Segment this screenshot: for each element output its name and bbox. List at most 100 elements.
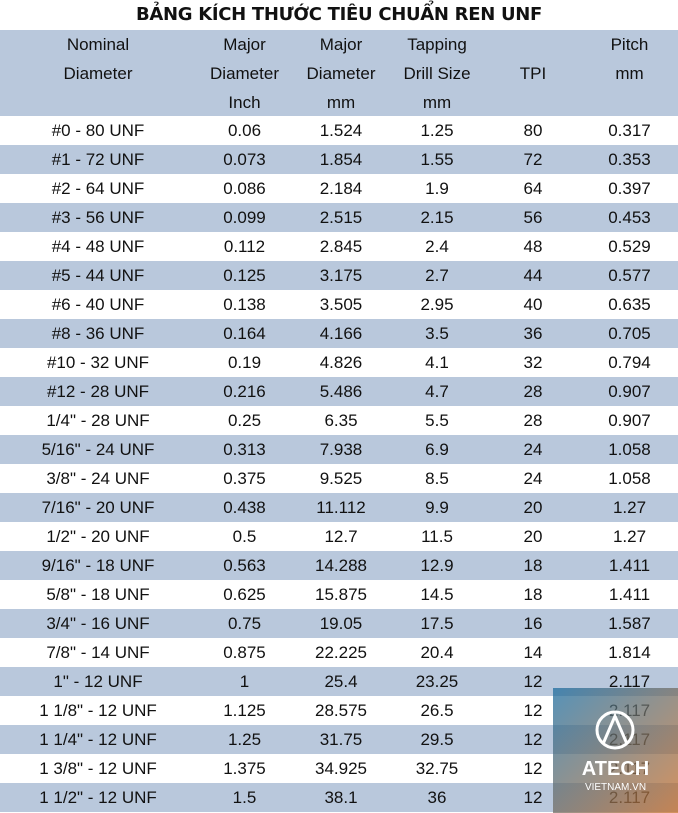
header-line: TPI: [519, 63, 547, 83]
table-cell: 1 1/2" - 12 UNF: [39, 788, 157, 807]
table-cell: 26.5: [420, 701, 454, 720]
table-cell: 12: [523, 730, 543, 749]
table-row: #1 - 72 UNF 0.073 1.854 1.55 72 0.353: [0, 145, 678, 174]
table-cell: 17.5: [420, 614, 454, 633]
table-cell: #1 - 72 UNF: [51, 150, 145, 169]
table-cell: #12 - 28 UNF: [46, 382, 150, 401]
table-row: 1/4" - 28 UNF 0.25 6.35 5.5 28 0.907: [0, 406, 678, 435]
header-cell: Major Diameter mm: [293, 30, 389, 116]
table-cell: 28: [523, 382, 543, 401]
table-cell: 36: [427, 788, 447, 807]
table-cell: 22.225: [315, 643, 367, 662]
table-cell: 0.577: [608, 266, 651, 285]
table-cell: 1.411: [608, 585, 651, 604]
table-cell: 34.925: [315, 759, 367, 778]
table-cell: 18: [523, 556, 543, 575]
table-cell: 20: [523, 498, 543, 517]
table-cell: #10 - 32 UNF: [46, 353, 150, 372]
table-cell: 4.1: [425, 353, 449, 372]
table-cell: 14.5: [420, 585, 454, 604]
table-row: #8 - 36 UNF 0.164 4.166 3.5 36 0.705: [0, 319, 678, 348]
table-cell: 44: [523, 266, 543, 285]
table-cell: 25.4: [324, 672, 358, 691]
table-body: #0 - 80 UNF 0.06 1.524 1.25 80 0.317 #1 - 72 U…: [0, 116, 678, 812]
header-line: Nominal: [66, 35, 130, 54]
table-cell: 12: [523, 701, 543, 720]
table-cell: 2.845: [319, 237, 363, 256]
table-cell: 0.25: [227, 411, 262, 430]
table-cell: 3.175: [319, 266, 363, 285]
watermark-logo: ATECH VIETNAM.VN: [553, 688, 678, 813]
table-cell: 2.7: [425, 266, 449, 285]
table-cell: 4.7: [425, 382, 449, 401]
table-cell: 1.125: [223, 701, 266, 720]
watermark-brand: ATECH: [581, 758, 650, 780]
table-cell: 3/8" - 24 UNF: [46, 469, 150, 488]
header-line: mm: [615, 64, 644, 83]
header-cell: Nominal Diameter: [0, 30, 196, 116]
table-cell: 12.7: [324, 527, 358, 546]
table-cell: 48: [523, 237, 543, 256]
table-cell: 0.875: [223, 643, 266, 662]
table-cell: 3.505: [319, 295, 363, 314]
table-cell: #2 - 64 UNF: [51, 179, 145, 198]
table-cell: 5/16" - 24 UNF: [41, 440, 155, 459]
table-cell: 1 1/4" - 12 UNF: [39, 730, 157, 749]
table-cell: 14: [523, 643, 543, 662]
table-cell: 9.9: [425, 498, 449, 517]
header-line: Diameter: [210, 64, 279, 83]
table-cell: 11.112: [316, 498, 366, 517]
table-cell: 1.27: [612, 527, 647, 546]
table-row: 5/16" - 24 UNF 0.313 7.938 6.9 24 1.058: [0, 435, 678, 464]
table-cell: 72: [523, 150, 543, 169]
table-cell: 12.9: [420, 556, 454, 575]
table-row: 7/8" - 14 UNF 0.875 22.225 20.4 14 1.814: [0, 638, 678, 667]
table-cell: 0.06: [227, 121, 262, 140]
table-cell: 29.5: [420, 730, 454, 749]
table-cell: 1.5: [232, 788, 257, 807]
table-cell: 0.073: [223, 150, 266, 169]
table-cell: 3.5: [425, 324, 449, 343]
table-cell: 0.625: [223, 585, 266, 604]
table-cell: 1: [239, 672, 250, 691]
header-cell: Tapping Drill Size mm: [389, 30, 485, 116]
table-cell: 1.375: [223, 759, 266, 778]
table-cell: #8 - 36 UNF: [51, 324, 145, 343]
table-cell: 64: [523, 179, 543, 198]
table-row: 7/16" - 20 UNF 0.438 11.112 9.9 20 1.27: [0, 493, 678, 522]
table-cell: 1/4" - 28 UNF: [46, 411, 150, 430]
table-cell: 4.166: [319, 324, 363, 343]
table-cell: 80: [523, 121, 543, 140]
table-cell: 2.4: [425, 237, 449, 256]
table-cell: 7/8" - 14 UNF: [46, 643, 150, 662]
table-cell: 6.35: [324, 411, 358, 430]
table-cell: 20.4: [420, 643, 454, 662]
table-cell: 1.524: [319, 121, 363, 140]
table-cell: #3 - 56 UNF: [51, 208, 145, 227]
table-cell: 0.112: [223, 237, 266, 256]
table-cell: 1/2" - 20 UNF: [46, 527, 150, 546]
table-cell: 32.75: [415, 759, 459, 778]
table-cell: 1.587: [608, 614, 651, 633]
table-cell: 1.25: [227, 730, 262, 749]
table-cell: 0.635: [608, 295, 651, 314]
table-cell: 18: [523, 585, 543, 604]
table-cell: 19.05: [319, 614, 363, 633]
table-cell: 23.25: [415, 672, 459, 691]
table-cell: 0.563: [223, 556, 266, 575]
table-row: 3/4" - 16 UNF 0.75 19.05 17.5 16 1.587: [0, 609, 678, 638]
table-cell: 0.907: [608, 382, 651, 401]
table-cell: 12: [523, 788, 543, 807]
table-row: #2 - 64 UNF 0.086 2.184 1.9 64 0.397: [0, 174, 678, 203]
table-cell: 0.438: [223, 498, 266, 517]
table-row: 9/16" - 18 UNF 0.563 14.288 12.9 18 1.411: [0, 551, 678, 580]
table-cell: 9/16" - 18 UNF: [41, 556, 155, 575]
table-cell: 0.397: [608, 179, 651, 198]
table-cell: 1.058: [608, 440, 651, 459]
table-row: #0 - 80 UNF 0.06 1.524 1.25 80 0.317: [0, 116, 678, 145]
table-row: 1/2" - 20 UNF 0.5 12.7 11.5 20 1.27: [0, 522, 678, 551]
table-cell: 14.288: [315, 556, 367, 575]
header-line: Drill Size: [403, 64, 471, 83]
table-cell: 24: [523, 440, 543, 459]
table-cell: 0.453: [608, 208, 651, 227]
